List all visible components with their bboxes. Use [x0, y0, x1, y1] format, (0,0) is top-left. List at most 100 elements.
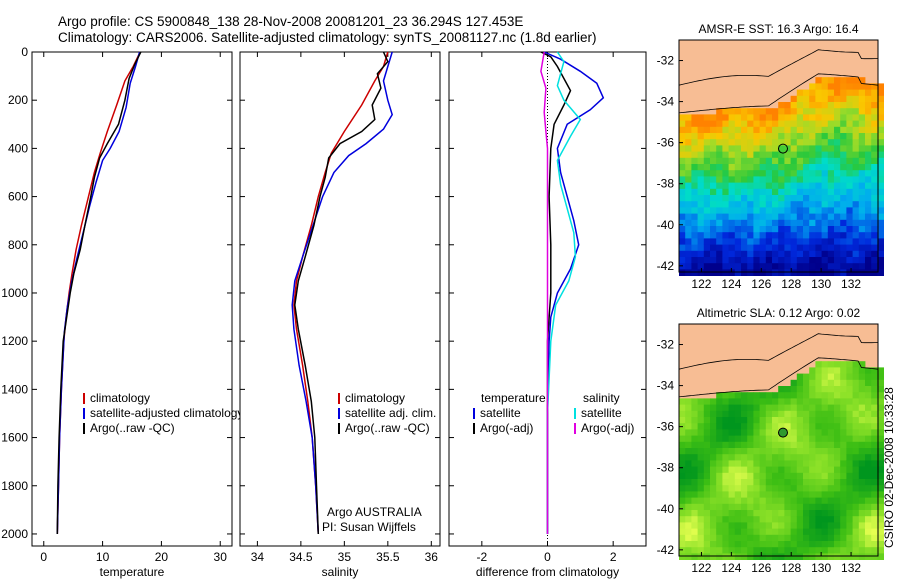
map-cell	[821, 485, 829, 492]
map-cell	[697, 263, 705, 270]
map-cell	[821, 133, 829, 140]
map-cell	[809, 522, 816, 529]
map-cell	[765, 541, 773, 548]
map-cell	[685, 164, 692, 171]
map-cell	[747, 257, 754, 264]
map-cell	[871, 479, 878, 486]
x-tick-label: 128	[781, 561, 801, 575]
map-cell	[809, 195, 816, 202]
map-cell	[703, 398, 711, 405]
map-cell	[858, 102, 866, 109]
map-cell	[734, 522, 742, 529]
map-cell	[821, 423, 829, 430]
map-cell	[784, 133, 791, 140]
map-cell	[827, 522, 835, 529]
map-cell	[809, 182, 816, 190]
map-cell	[858, 398, 866, 405]
map-cell	[809, 410, 816, 418]
map-cell	[741, 460, 748, 467]
map-cell	[796, 417, 804, 424]
map-cell	[840, 553, 847, 560]
map-cell	[846, 164, 853, 171]
map-cell	[728, 226, 736, 233]
map-cell	[784, 157, 791, 165]
map-cell	[728, 448, 736, 455]
legend-entry: satellite	[581, 406, 622, 420]
map-cell	[858, 441, 866, 449]
map-cell	[858, 472, 866, 480]
map-cell	[846, 145, 853, 152]
map-cell	[809, 423, 816, 430]
map-cell	[728, 410, 736, 418]
map-cell	[741, 269, 748, 276]
map-cell	[815, 126, 822, 134]
map-cell	[703, 120, 711, 128]
map-cell	[796, 244, 804, 252]
map-cell	[759, 219, 767, 227]
map-cell	[840, 441, 847, 449]
map-cell	[741, 491, 748, 498]
map-cell	[803, 89, 810, 97]
map-cell	[803, 201, 810, 208]
map-cell	[716, 164, 723, 171]
map-cell	[821, 250, 829, 258]
map-cell	[759, 213, 767, 221]
map-cell	[679, 485, 686, 492]
legend-entry: Argo(..raw -QC)	[90, 421, 175, 435]
map-cell	[778, 244, 785, 252]
map-cell	[697, 547, 705, 554]
map-cell	[790, 232, 798, 239]
map-cell	[821, 213, 829, 221]
map-cell	[679, 491, 686, 498]
map-cell	[679, 164, 686, 171]
map-cell	[685, 226, 692, 233]
map-cell	[852, 441, 860, 449]
map-cell	[722, 497, 729, 505]
map-cell	[734, 232, 742, 239]
map-cell	[796, 466, 804, 474]
series-line	[291, 51, 394, 535]
map-cell	[846, 485, 853, 492]
map-cell	[753, 139, 760, 146]
map-cell	[710, 547, 717, 554]
map-cell	[747, 404, 754, 412]
map-cell	[753, 244, 760, 252]
map-cell	[852, 201, 860, 208]
map-cell	[710, 170, 717, 177]
map-cell	[728, 207, 736, 214]
map-cell	[703, 528, 711, 536]
map-cell	[772, 182, 779, 190]
map-cell	[809, 157, 816, 165]
map-cell	[840, 207, 847, 214]
map-cell	[858, 250, 866, 258]
map-cell	[846, 361, 853, 368]
map-cell	[784, 250, 791, 258]
map-cell	[765, 257, 773, 264]
map-cell	[815, 448, 822, 455]
map-cell	[846, 423, 853, 430]
map-cell	[691, 164, 698, 171]
map-cell	[877, 151, 884, 159]
map-cell	[722, 238, 729, 245]
map-cell	[790, 219, 798, 227]
map-cell	[703, 219, 711, 227]
map-cell	[852, 126, 860, 134]
map-cell	[710, 164, 717, 171]
map-cell	[679, 516, 686, 523]
map-cell	[734, 269, 742, 276]
map-cell	[827, 547, 835, 554]
map-cell	[753, 232, 760, 239]
map-cell	[728, 232, 736, 239]
map-cell	[753, 151, 760, 159]
map-cell	[784, 257, 791, 264]
map-cell	[840, 257, 847, 264]
map-cell	[858, 522, 866, 529]
map-cell	[747, 207, 754, 214]
map-cell	[778, 460, 785, 467]
map-cell	[734, 460, 742, 467]
map-cell	[852, 120, 860, 128]
map-cell	[716, 410, 723, 418]
map-cell	[821, 441, 829, 449]
map-cell	[877, 226, 884, 233]
map-cell	[772, 497, 779, 505]
